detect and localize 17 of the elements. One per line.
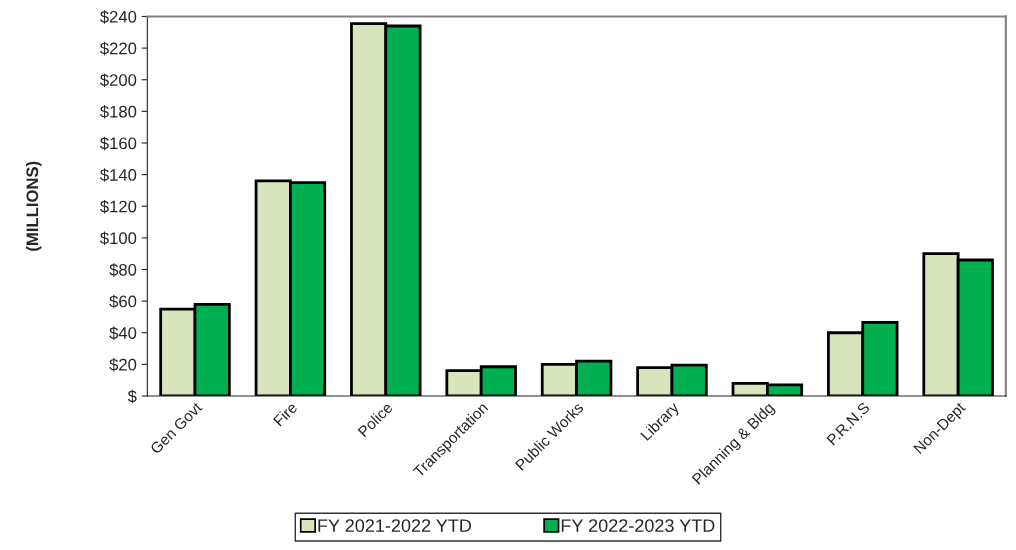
y-tick-label: $120 bbox=[100, 199, 137, 214]
y-tick-label: $80 bbox=[109, 263, 137, 277]
y-tick-label: $100 bbox=[100, 231, 137, 246]
x-tick-label: Fire bbox=[272, 401, 298, 427]
y-tick-label: $ bbox=[127, 389, 137, 404]
y-tick-label: $60 bbox=[109, 294, 137, 309]
y-tick-label: $240 bbox=[100, 10, 137, 24]
y-axis-title: (MILLIONS) bbox=[25, 161, 42, 251]
y-tick-label: $140 bbox=[100, 168, 137, 182]
legend-label: FY 2021-2022 YTD bbox=[318, 519, 472, 532]
y-tick-label: $20 bbox=[109, 358, 137, 372]
legend-label: FY 2022-2023 YTD bbox=[561, 519, 715, 532]
y-tick-label: $180 bbox=[100, 105, 137, 119]
y-tick-label: $220 bbox=[100, 41, 137, 56]
y-tick-label: $200 bbox=[100, 73, 137, 87]
y-tick-label: $160 bbox=[100, 136, 137, 151]
y-tick-label: $40 bbox=[109, 326, 137, 340]
